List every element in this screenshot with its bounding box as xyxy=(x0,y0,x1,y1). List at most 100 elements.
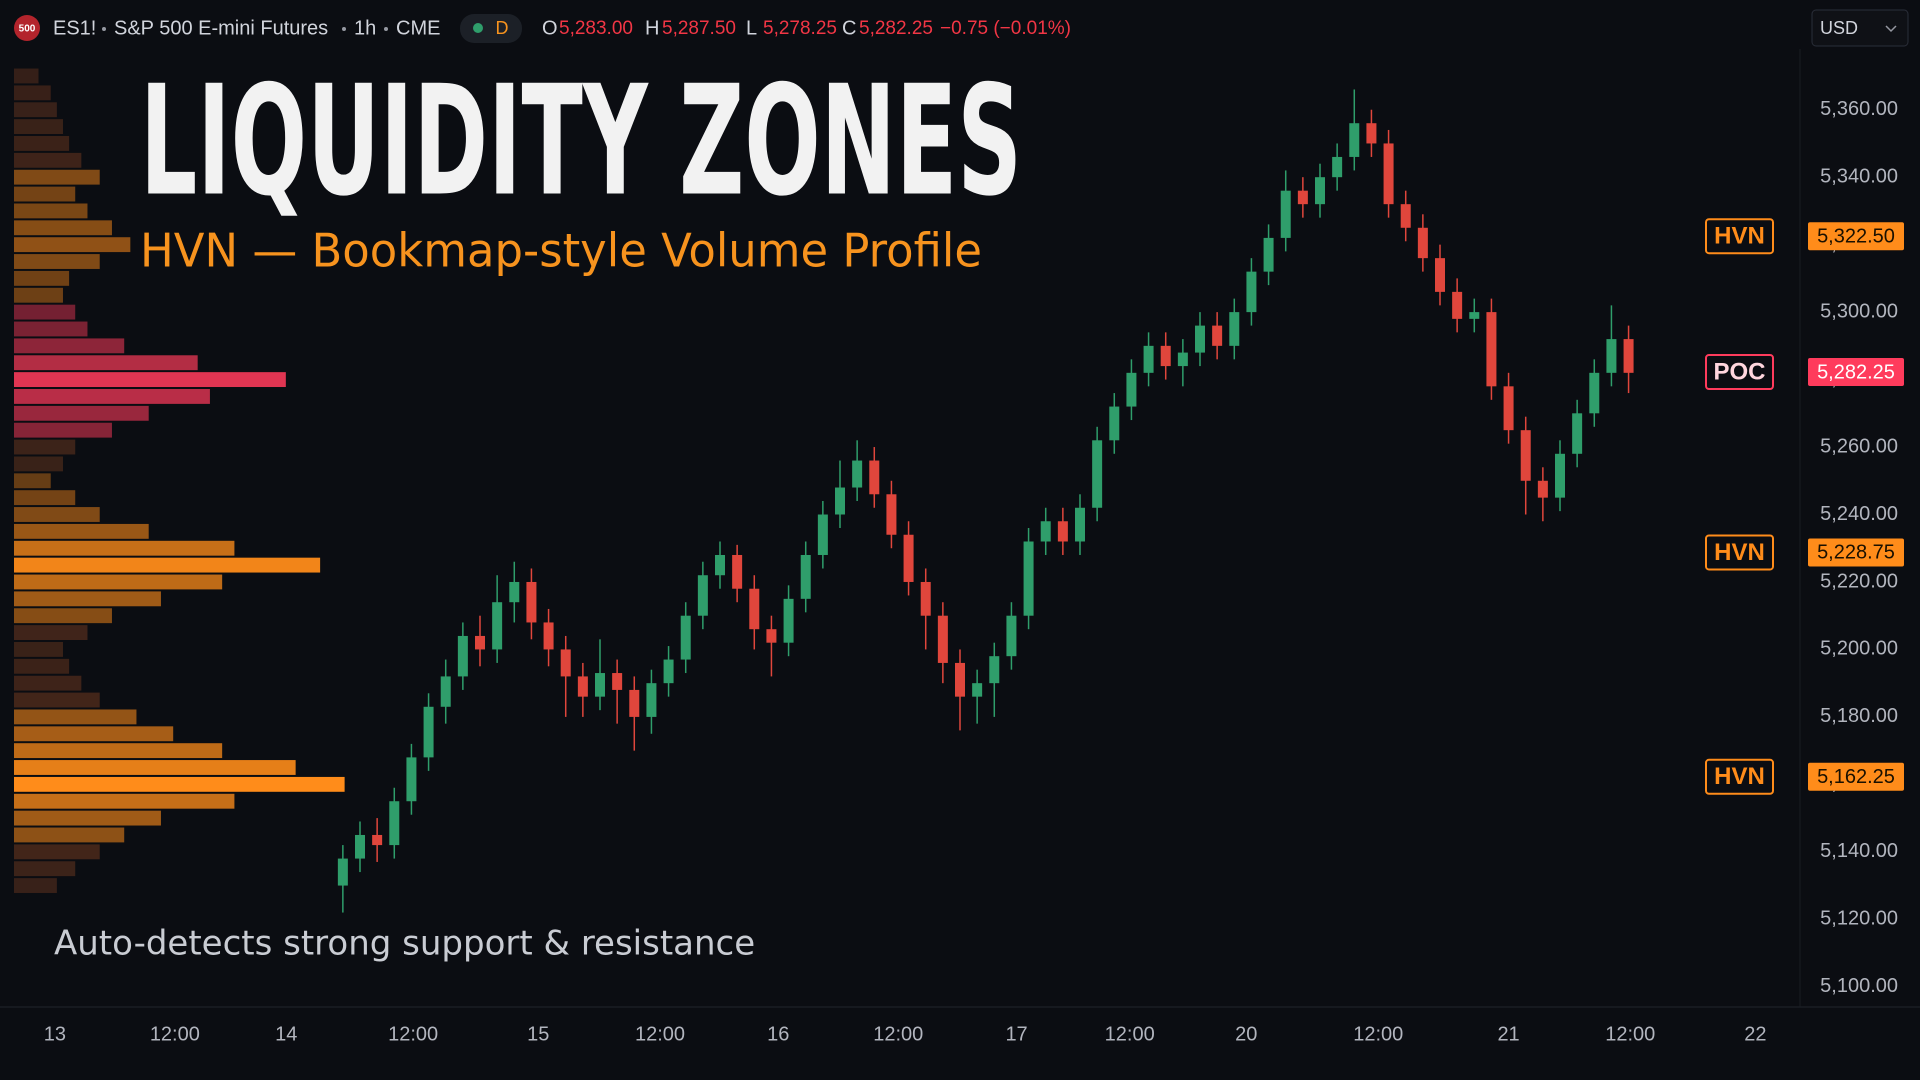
x-tick-label: 22 xyxy=(1744,1023,1766,1045)
level-tag xyxy=(1705,218,1774,255)
candle-body xyxy=(680,615,691,660)
profile-bar xyxy=(14,372,286,388)
profile-bar xyxy=(14,709,137,725)
mode-pill[interactable] xyxy=(460,14,522,43)
profile-bar xyxy=(14,625,88,641)
y-tick-label: 5,100.00 xyxy=(1820,975,1898,997)
candle-body xyxy=(595,673,605,697)
candle-body xyxy=(406,757,417,802)
profile-bar xyxy=(14,760,296,775)
candle-body xyxy=(1263,237,1274,272)
candle-body xyxy=(800,554,811,599)
candle-body xyxy=(577,676,588,697)
profile-bar xyxy=(14,321,88,337)
ohlc-value: 5,283.00 xyxy=(559,18,633,39)
candle-body xyxy=(1435,258,1445,292)
candles xyxy=(337,89,1634,913)
y-tick-label: 5,360.00 xyxy=(1820,98,1898,120)
separator xyxy=(342,27,346,31)
x-tick-label: 12:00 xyxy=(873,1023,923,1045)
y-tick-label: 5,180.00 xyxy=(1820,705,1898,727)
candle-body xyxy=(1143,345,1154,373)
candle-body xyxy=(646,683,657,717)
ohlc: O 5,283.00 H 5,287.50 L 5,278.25 C 5,282.25 xyxy=(542,17,933,39)
profile-bar xyxy=(14,287,63,303)
x-tick-label: 12:00 xyxy=(388,1023,438,1045)
profile-bar xyxy=(14,220,112,236)
candle-body xyxy=(355,834,365,859)
candle-body xyxy=(1212,325,1223,346)
profile-bar xyxy=(14,389,210,404)
ohlc-label: H xyxy=(645,17,659,39)
candle-body xyxy=(1092,440,1103,508)
candle-body xyxy=(475,635,485,650)
x-tick-label: 13 xyxy=(44,1023,66,1045)
x-tick-label: 17 xyxy=(1005,1023,1027,1045)
x-tick-label: 12:00 xyxy=(1605,1023,1655,1045)
candle-body xyxy=(457,635,468,677)
chart-title: LIQUIDITY ZONES xyxy=(140,53,1022,230)
profile-bar xyxy=(14,169,100,185)
ohlc-value: 5,282.25 xyxy=(859,18,933,39)
candle-body xyxy=(1075,507,1085,542)
y-tick-label: 5,200.00 xyxy=(1820,638,1898,660)
candle-body xyxy=(372,834,383,846)
ohlc-label: C xyxy=(842,17,856,39)
profile-bar xyxy=(14,254,100,269)
profile-bar xyxy=(14,186,76,202)
candle-body xyxy=(955,662,965,697)
candle-body xyxy=(389,801,400,846)
volume-profile xyxy=(14,68,345,893)
level-tag xyxy=(1705,758,1774,795)
candle-body xyxy=(1606,339,1617,373)
currency-button[interactable] xyxy=(1811,9,1909,47)
candle-body xyxy=(1572,413,1583,454)
profile-bar xyxy=(14,743,223,759)
level-labels: HVN 5,322.50 POC 5,282.25 HVN 5,228.75 HVN 5,16… xyxy=(1705,218,1904,795)
profile-bar xyxy=(14,557,321,573)
annotation: Auto-detects strong support & resistance xyxy=(54,924,755,964)
profile-bar xyxy=(14,776,345,792)
candle-body xyxy=(697,575,708,616)
candle-body xyxy=(817,514,828,555)
profile-bar xyxy=(14,152,82,168)
candle-body xyxy=(543,622,554,650)
ohlc-value: 5,287.50 xyxy=(662,18,736,39)
profile-bar xyxy=(14,827,125,843)
profile-bar xyxy=(14,439,76,455)
candle-body xyxy=(1520,430,1531,481)
profile-bar xyxy=(14,405,149,421)
profile-bar xyxy=(14,574,223,590)
candle-body xyxy=(440,676,451,707)
x-tick-label: 14 xyxy=(275,1023,297,1045)
profile-bar xyxy=(14,237,131,253)
price-tag xyxy=(1808,357,1904,386)
candle-body xyxy=(1280,190,1291,238)
profile-bar xyxy=(14,642,63,657)
profile-bar xyxy=(14,591,161,607)
candle-body xyxy=(1023,541,1034,616)
candle-body xyxy=(423,706,434,758)
candle-body xyxy=(509,581,520,603)
level-tag-label: POC xyxy=(1713,358,1765,385)
profile-bar xyxy=(14,793,235,809)
level-tag-label: HVN xyxy=(1714,539,1765,566)
price-tag xyxy=(1808,762,1904,791)
header: 500 ES1! S&P 500 E-mini Futures 1h CME D… xyxy=(14,9,1909,47)
candle-body xyxy=(1469,312,1480,319)
profile-bar xyxy=(14,355,198,371)
candle-body xyxy=(1623,339,1634,373)
candle-body xyxy=(492,602,503,650)
y-tick-label: 5,340.00 xyxy=(1820,165,1898,187)
candle-body xyxy=(1195,325,1205,353)
candle-body xyxy=(1349,123,1360,157)
symbol: ES1! xyxy=(53,17,96,39)
profile-bar xyxy=(14,203,88,219)
x-tick-label: 16 xyxy=(767,1023,789,1045)
candle-body xyxy=(1555,453,1565,498)
y-tick-label: 5,220.00 xyxy=(1820,570,1898,592)
profile-bar xyxy=(14,608,112,624)
x-tick-label: 21 xyxy=(1497,1023,1519,1045)
candle-body xyxy=(612,673,623,690)
mode: D xyxy=(496,18,509,38)
